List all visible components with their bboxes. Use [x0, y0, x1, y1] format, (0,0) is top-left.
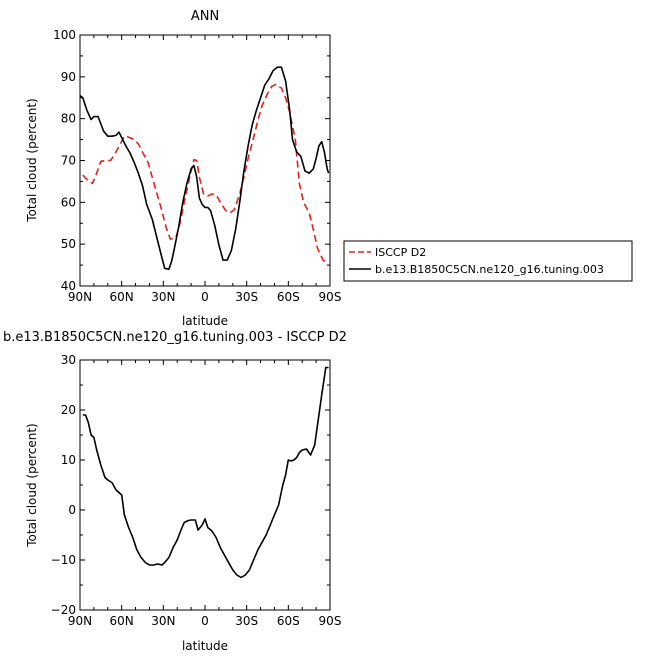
bottom-panel-x-axis-label: latitude: [182, 639, 228, 653]
bottom-panel-y-tick-label: 20: [61, 403, 76, 417]
bottom-panel-x-tick-label: 0: [201, 614, 209, 628]
bottom-panel-x-tick-label: 90S: [319, 614, 342, 628]
top-panel-y-tick-label: 40: [61, 279, 76, 293]
bottom-panel-x-tick-label: 30S: [235, 614, 258, 628]
top-panel-y-tick-label: 70: [61, 154, 76, 168]
top-panel-series-lines: [79, 66, 330, 271]
bottom-panel-series-lines: [82, 366, 329, 579]
legend: ISCCP D2 b.e13.B1850C5CN.ne120_g16.tunin…: [343, 240, 633, 282]
top-panel-x-tick-label: 60N: [110, 290, 134, 304]
series-line-difference: [82, 366, 329, 579]
bottom-panel-x-tick-label: 90N: [68, 614, 92, 628]
legend-box: [343, 240, 633, 282]
top-panel-y-tick-label: 80: [61, 112, 76, 126]
top-panel-y-tick-label: 100: [53, 28, 76, 42]
top-panel-frame: [79, 34, 331, 287]
bottom-panel-x-tick-label: 60S: [277, 614, 300, 628]
bottom-panel-y-tick-label: 30: [61, 353, 76, 367]
top-panel-y-tick-label: 90: [61, 70, 76, 84]
bottom-panel-y-tick-label: 10: [61, 453, 76, 467]
top-panel-x-tick-label: 0: [201, 290, 209, 304]
top-panel-title: ANN: [191, 9, 219, 24]
bottom-panel-y-axis-label: Total cloud (percent): [25, 423, 39, 547]
top-panel-y-axis-label: Total cloud (percent): [25, 98, 39, 222]
series-line-isccp-d2: [82, 83, 328, 264]
bottom-panel-y-tick-label: 0: [68, 503, 76, 517]
bottom-panel-y-tick-label: −20: [51, 603, 76, 617]
bottom-panel-frame: [79, 359, 331, 611]
bottom-panel-x-tick-label: 30N: [151, 614, 175, 628]
top-panel-ticks: 90N 60N 30N 0 30S 60S 90S 40 50 60 70 80 90 100: [53, 28, 341, 304]
bottom-panel-title: b.e13.B1850C5CN.ne120_g16.tuning.003 - I…: [3, 330, 347, 345]
legend-label-model: b.e13.B1850C5CN.ne120_g16.tuning.003: [375, 263, 604, 276]
series-line-model: [79, 66, 330, 271]
top-panel-x-tick-label: 30N: [151, 290, 175, 304]
bottom-panel-ticks: 90N 60N 30N 0 30S 60S 90S −20 −10 0 10 20 30: [51, 353, 342, 628]
bottom-panel-y-tick-label: −10: [51, 553, 76, 567]
top-panel-x-axis-label: latitude: [182, 314, 228, 328]
top-panel-y-tick-label: 60: [61, 195, 76, 209]
top-panel-x-tick-label: 30S: [235, 290, 258, 304]
top-panel-x-tick-label: 60S: [277, 290, 300, 304]
bottom-panel-x-tick-label: 60N: [110, 614, 134, 628]
top-panel-x-tick-label: 90S: [319, 290, 342, 304]
top-panel: ANN 90N 60N 30N 0 30S 60S 90S 40 50 60 70 80 90 100 l…: [25, 9, 633, 328]
top-panel-y-tick-label: 50: [61, 237, 76, 251]
top-panel-x-tick-label: 90N: [68, 290, 92, 304]
bottom-panel: b.e13.B1850C5CN.ne120_g16.tuning.003 - I…: [3, 330, 347, 653]
legend-label-isccp: ISCCP D2: [375, 246, 426, 259]
